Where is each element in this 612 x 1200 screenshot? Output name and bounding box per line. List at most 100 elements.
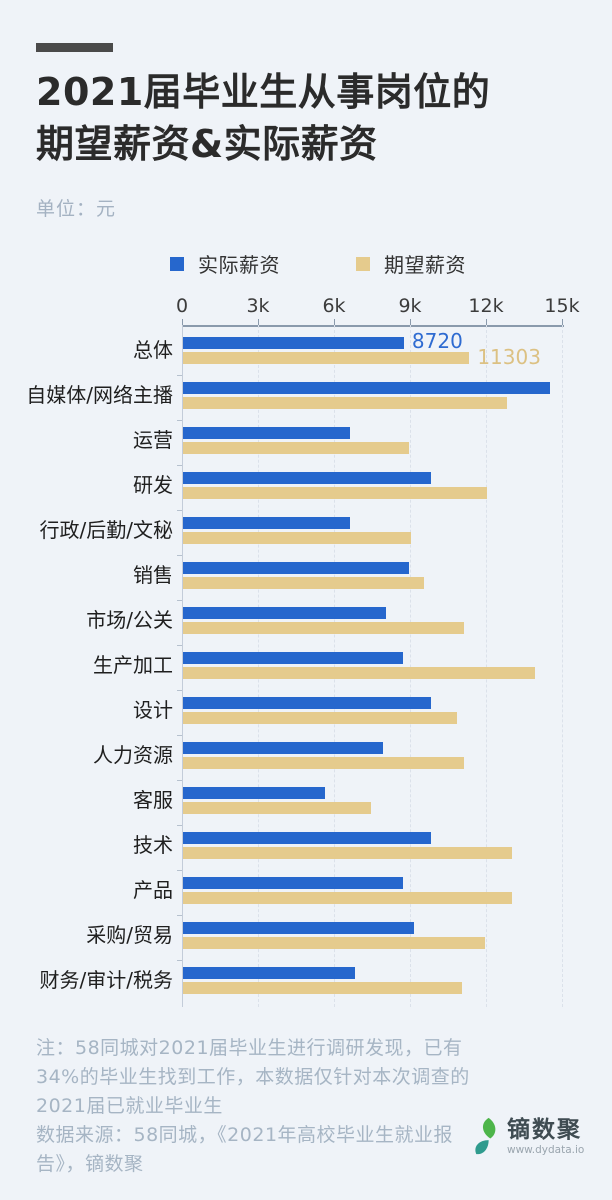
bar-actual-salary bbox=[183, 427, 351, 439]
category-label: 设计 bbox=[133, 698, 173, 722]
category-label: 人力资源 bbox=[93, 743, 173, 767]
unit-label: 单位：元 bbox=[36, 198, 117, 220]
x-axis-tick-mark bbox=[182, 319, 183, 325]
bar-actual-salary bbox=[183, 877, 404, 889]
category-label: 客服 bbox=[133, 788, 173, 812]
gridline bbox=[334, 325, 335, 1007]
footnote-line: 数据来源：58同城，《2021年高校毕业生就业报 bbox=[36, 1124, 454, 1146]
y-axis-tick-mark bbox=[177, 960, 182, 961]
y-axis-line bbox=[182, 325, 183, 1007]
bar-actual-salary bbox=[183, 382, 551, 394]
x-axis-tick-mark bbox=[410, 319, 411, 325]
chart-row: 行政/后勤/文秘 bbox=[40, 511, 563, 556]
chart-row: 客服 bbox=[133, 781, 563, 826]
x-axis-tick-label: 6k bbox=[322, 295, 346, 317]
legend-item-expected: 期望薪资 bbox=[356, 249, 466, 278]
bar-expected-salary bbox=[183, 712, 457, 724]
gridline bbox=[258, 325, 259, 1007]
category-label: 运营 bbox=[133, 428, 173, 452]
y-axis-tick-mark bbox=[177, 465, 182, 466]
y-axis-tick-mark bbox=[177, 420, 182, 421]
value-label-actual: 8720 bbox=[411, 329, 463, 353]
bar-expected-salary bbox=[183, 982, 462, 994]
x-axis-tick-mark bbox=[334, 319, 335, 325]
category-label: 销售 bbox=[133, 563, 173, 587]
category-label: 生产加工 bbox=[93, 653, 173, 677]
y-axis-tick-mark bbox=[177, 870, 182, 871]
bar-actual-salary bbox=[183, 472, 432, 484]
bar-actual-salary bbox=[183, 967, 356, 979]
category-label: 自媒体/网络主播 bbox=[26, 383, 173, 407]
chart-row: 人力资源 bbox=[93, 736, 563, 781]
y-axis-tick-mark bbox=[177, 735, 182, 736]
bar-expected-salary bbox=[183, 487, 487, 499]
x-axis-tick-label: 15k bbox=[544, 295, 580, 317]
chart-row: 运营 bbox=[133, 421, 563, 466]
x-axis-tick-label: 3k bbox=[246, 295, 270, 317]
x-axis-tick-label: 9k bbox=[398, 295, 422, 317]
chart-row: 总体 8720 11303 bbox=[133, 329, 563, 376]
title-line-2: 期望薪资&实际薪资 bbox=[36, 122, 378, 166]
bar-expected-salary bbox=[183, 847, 513, 859]
bar-expected-salary bbox=[183, 802, 371, 814]
logo-text-block: 镝数聚 www.dydata.io bbox=[507, 1117, 584, 1156]
x-axis-tick-label: 12k bbox=[468, 295, 504, 317]
chart-row: 生产加工 bbox=[93, 646, 563, 691]
logo-url: www.dydata.io bbox=[507, 1143, 585, 1156]
bar-expected-salary bbox=[183, 937, 485, 949]
bar-actual-salary bbox=[183, 742, 384, 754]
bar-actual-salary bbox=[183, 337, 404, 349]
bar-expected-salary bbox=[183, 397, 508, 409]
y-axis-tick-mark bbox=[177, 510, 182, 511]
y-axis-tick-mark bbox=[177, 780, 182, 781]
bar-actual-salary bbox=[183, 562, 409, 574]
chart-row: 研发 bbox=[133, 466, 563, 511]
legend-label-expected: 期望薪资 bbox=[384, 253, 466, 277]
x-axis-tick-label: 0 bbox=[175, 295, 189, 317]
chart-row: 产品 bbox=[133, 871, 563, 916]
chart-row: 市场/公关 bbox=[86, 601, 563, 646]
footnote-line: 34%的毕业生找到工作，本数据仅针对本次调查的 bbox=[36, 1066, 470, 1088]
bar-actual-salary bbox=[183, 607, 386, 619]
y-axis-tick-mark bbox=[177, 915, 182, 916]
bar-expected-salary bbox=[183, 577, 424, 589]
gridline bbox=[486, 325, 487, 1007]
bar-actual-salary bbox=[183, 787, 325, 799]
footnote-line: 2021届已就业毕业生 bbox=[36, 1095, 223, 1117]
title-accent-dash bbox=[36, 43, 113, 52]
y-axis-tick-mark bbox=[177, 690, 182, 691]
bar-expected-salary bbox=[183, 892, 513, 904]
y-axis-tick-mark bbox=[177, 600, 182, 601]
category-label: 采购/贸易 bbox=[86, 923, 173, 947]
category-label: 行政/后勤/文秘 bbox=[39, 518, 173, 542]
x-axis-line bbox=[182, 319, 564, 327]
logo-name: 镝数聚 bbox=[507, 1116, 582, 1143]
y-axis-tick-mark bbox=[177, 375, 182, 376]
chart-row: 技术 bbox=[133, 826, 563, 871]
bar-actual-salary bbox=[183, 922, 414, 934]
x-axis-tick-mark bbox=[486, 319, 487, 325]
bar-actual-salary bbox=[183, 517, 351, 529]
chart-row: 设计 bbox=[133, 691, 563, 736]
footnote-line: 注：58同城对2021届毕业生进行调研发现，已有 bbox=[36, 1037, 463, 1059]
bar-actual-salary bbox=[183, 832, 432, 844]
x-axis-tick-mark bbox=[258, 319, 259, 325]
footnote-line: 告》，镝数聚 bbox=[36, 1153, 144, 1175]
bar-actual-salary bbox=[183, 697, 432, 709]
legend-item-actual: 实际薪资 bbox=[170, 249, 280, 278]
logo-leaves-icon bbox=[475, 1117, 496, 1155]
legend-label-actual: 实际薪资 bbox=[198, 253, 280, 277]
bar-expected-salary bbox=[183, 442, 409, 454]
legend-swatch-expected-icon bbox=[356, 256, 370, 271]
title-line-1: 2021届毕业生从事岗位的 bbox=[36, 70, 491, 114]
chart-row: 财务/审计/税务 bbox=[40, 961, 563, 1006]
bar-expected-salary bbox=[183, 622, 465, 634]
legend-swatch-actual-icon bbox=[170, 256, 184, 271]
plot-area: 总体 8720 11303 自媒体/网络主播运营研发行政/后勤/文秘销售市场/公关生产… bbox=[26, 325, 563, 1007]
page-title: 2021届毕业生从事岗位的 期望薪资&实际薪资 bbox=[36, 66, 490, 170]
dydata-logo: 镝数聚 www.dydata.io bbox=[473, 1116, 584, 1156]
bar-expected-salary bbox=[183, 757, 465, 769]
chart-legend: 实际薪资 期望薪资 bbox=[170, 249, 466, 278]
category-label: 技术 bbox=[133, 833, 173, 857]
